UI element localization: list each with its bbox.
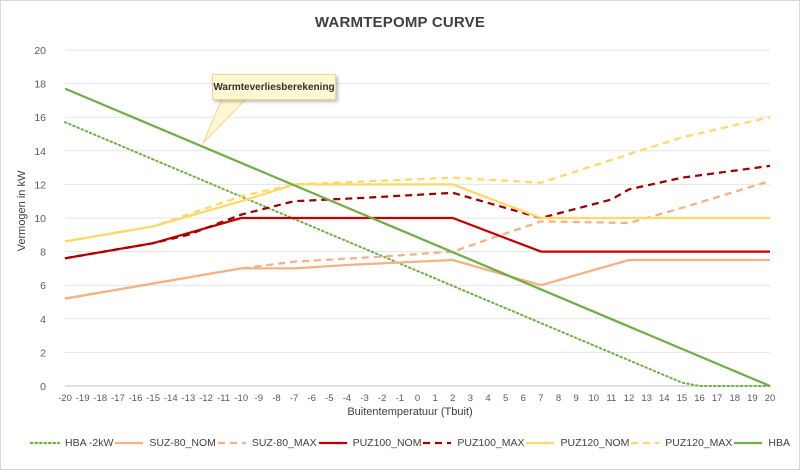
y-tick-labels: 0 2 4 6 8 10 12 14 16 18 20	[34, 45, 46, 393]
legend-label: SUZ-80_NOM	[149, 437, 216, 449]
legend-swatch	[526, 441, 555, 445]
series-line-7	[64, 87, 771, 388]
legend-swatch	[631, 441, 660, 445]
x-tick-label: 7	[538, 393, 543, 404]
legend-item: PUZ120_MAX	[630, 437, 732, 449]
y-tick-label: 8	[40, 247, 46, 259]
x-tick-label: -12	[199, 393, 213, 404]
x-tick-label: -9	[255, 393, 263, 404]
x-tick-label: -19	[76, 393, 90, 404]
legend-label: SUZ-80_MAX	[251, 437, 317, 449]
legend-label: PUZ100_MAX	[457, 437, 525, 449]
x-tick-label: 16	[694, 393, 705, 404]
x-tick-label: 19	[747, 393, 758, 404]
x-tick-label: -4	[343, 393, 351, 404]
series-line-0	[64, 121, 771, 387]
legend-item: HBA -2kW	[30, 437, 113, 449]
x-tick-label: 12	[624, 393, 635, 404]
x-tick-label: -11	[217, 393, 230, 404]
series-line-4	[64, 164, 771, 260]
x-tick-label: -8	[272, 393, 280, 404]
legend-label: HBA -2kW	[65, 437, 114, 449]
legend-swatch	[115, 441, 144, 445]
legend-label: PUZ120_NOM	[560, 437, 630, 449]
x-tick-label: 9	[573, 393, 578, 404]
legend-swatch	[318, 441, 347, 445]
x-tick-label: -6	[308, 393, 316, 404]
x-tick-label: -15	[146, 393, 160, 404]
annotation-pointer	[202, 98, 248, 144]
series-line-2	[64, 179, 771, 300]
legend-item: SUZ-80_NOM	[114, 437, 216, 449]
x-tick-label: -2	[378, 393, 386, 404]
x-tick-label: -10	[234, 393, 248, 404]
legend-swatch	[217, 441, 246, 445]
x-tick-label: 11	[606, 393, 616, 404]
y-tick-label: 12	[34, 179, 46, 191]
series-line-6	[64, 116, 771, 243]
series-lines	[64, 87, 771, 388]
x-tick-label: 4	[485, 393, 490, 404]
x-tick-label: -1	[396, 393, 404, 404]
x-axis-label: Buitentemperatuur (Tbuit)	[347, 406, 473, 418]
x-tick-label: 0	[415, 393, 420, 404]
x-tick-label: -18	[93, 393, 107, 404]
legend-item: PUZ120_NOM	[525, 437, 629, 449]
x-tick-label: -13	[182, 393, 196, 404]
x-tick-label: 18	[729, 393, 740, 404]
x-tick-label: 17	[712, 393, 723, 404]
x-tick-label: -14	[164, 393, 178, 404]
y-tick-label: 16	[34, 112, 46, 124]
y-tick-label: 20	[34, 45, 46, 57]
legend-item: PUZ100_MAX	[422, 437, 525, 449]
y-tick-label: 2	[40, 347, 46, 359]
legend-swatch	[423, 441, 452, 445]
legend-label: HBA	[768, 437, 790, 449]
x-tick-label: 3	[468, 393, 473, 404]
y-tick-label: 0	[40, 381, 46, 393]
y-tick-label: 18	[34, 79, 46, 91]
x-tick-label: 13	[641, 393, 652, 404]
y-tick-label: 6	[40, 280, 46, 292]
x-tick-label: -17	[111, 393, 125, 404]
chart-title: WARMTEPOMP CURVE	[314, 14, 486, 31]
y-tick-label: 4	[40, 314, 46, 326]
x-tick-label: 2	[450, 393, 455, 404]
legend-label: PUZ100_NOM	[352, 437, 422, 449]
legend-item: PUZ100_NOM	[318, 437, 422, 449]
callout-tail	[202, 98, 248, 144]
legend-swatch	[734, 441, 763, 445]
series-line-5	[64, 183, 770, 243]
legend-item: HBA	[733, 437, 790, 449]
series-line-1	[64, 258, 770, 300]
x-tick-label: -16	[129, 393, 143, 404]
x-tick-label: 20	[765, 393, 776, 404]
x-tick-label: 5	[503, 393, 508, 404]
x-tick-label: 15	[677, 393, 688, 404]
x-tick-labels: -20 -19 -18 -17 -16 -15 -14 -13 -12 -11 -10 -9 -8 -7-…	[58, 393, 775, 404]
x-tick-label: 14	[659, 393, 670, 404]
annotation-callout: Warmteverliesberekening	[212, 74, 336, 100]
y-tick-label: 14	[34, 146, 46, 158]
y-tick-label: 10	[34, 213, 46, 225]
x-tick-label: 10	[588, 393, 599, 404]
legend-label: PUZ120_MAX	[665, 437, 733, 449]
x-tick-label: 1	[432, 393, 437, 404]
x-tick-label: 6	[521, 393, 526, 404]
legend: HBA -2kW SUZ-80_NOM SUZ-80_MAX PUZ100_NOM PU…	[30, 437, 790, 449]
x-tick-label: -5	[325, 393, 333, 404]
x-tick-label: -20	[58, 393, 72, 404]
legend-swatch	[30, 441, 60, 445]
x-tick-label: -3	[360, 393, 368, 404]
legend-item: SUZ-80_MAX	[217, 437, 317, 449]
x-tick-label: -7	[290, 393, 298, 404]
x-tick-label: 8	[556, 393, 561, 404]
